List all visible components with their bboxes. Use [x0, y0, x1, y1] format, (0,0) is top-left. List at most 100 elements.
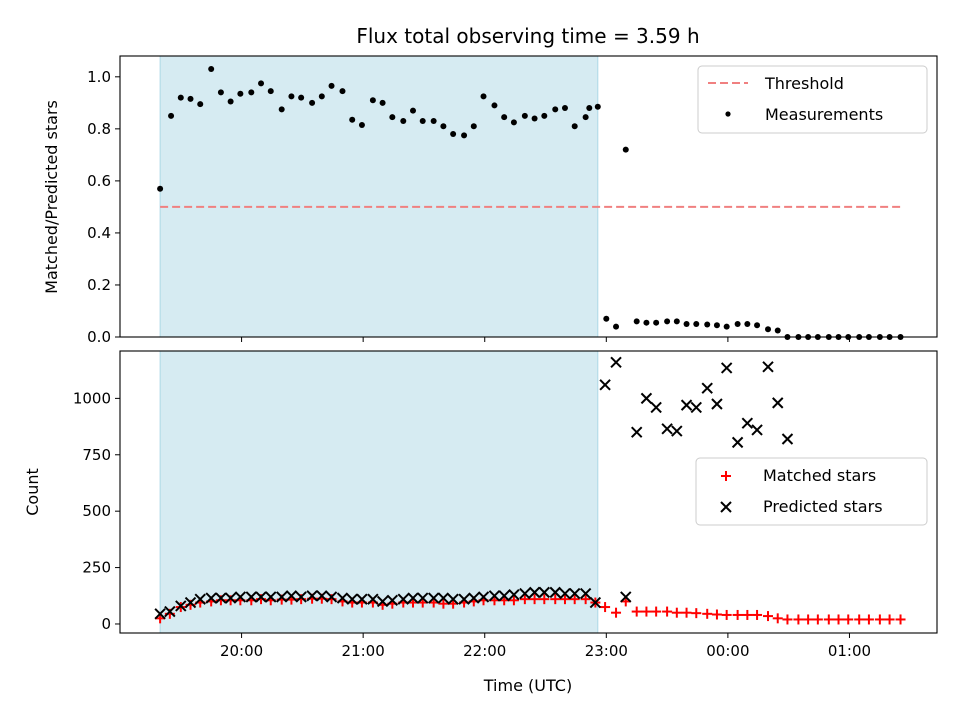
measurement-point: [541, 112, 548, 119]
matched-star-point: [519, 594, 530, 605]
bottom-legend-box: [695, 457, 928, 526]
predicted-star-point: [519, 587, 531, 600]
measurement-point: [586, 105, 593, 112]
measurement-point: [168, 112, 175, 119]
bottom-axes-frame: [119, 350, 938, 634]
measurement-point: [613, 323, 620, 330]
predicted-star-stroke-b: [579, 587, 592, 600]
matched-star-point: [884, 614, 895, 625]
matched-star-point: [559, 594, 570, 605]
matched-star-point: [641, 606, 652, 617]
matched-star-point: [580, 594, 591, 605]
predicted-star-stroke-b: [224, 592, 237, 604]
predicted-star-point: [306, 590, 318, 602]
predicted-star-point: [498, 590, 510, 602]
predicted-star-point: [671, 425, 683, 437]
matched-star-point: [793, 614, 804, 625]
matched-star-point: [702, 608, 713, 619]
matched-star-point: [721, 609, 732, 620]
predicted-star-stroke-b: [751, 424, 763, 436]
bottom-y-axis-label: Count: [23, 468, 42, 516]
measurement-point: [510, 119, 517, 126]
predicted-star-point: [245, 591, 258, 603]
predicted-star-point: [376, 595, 389, 608]
predicted-star-point: [285, 590, 298, 602]
matched-legend-label: Matched stars: [763, 466, 876, 485]
measurement-point: [552, 106, 559, 113]
predicted-star-point: [762, 361, 774, 373]
predicted-star-stroke-b: [367, 593, 379, 605]
predicted-star-stroke-b: [528, 586, 541, 599]
measurement-point: [582, 114, 589, 121]
predicted-star-point: [661, 423, 673, 435]
predicted-star-stroke-b: [255, 591, 267, 603]
predicted-star-point: [265, 591, 277, 603]
measurement-point: [419, 118, 426, 125]
predicted-star-stroke-b: [275, 591, 288, 603]
predicted-star-point: [336, 592, 349, 604]
measurement-point: [765, 326, 772, 333]
top-y-tick-label: 0.2: [87, 276, 111, 294]
matched-star-point: [843, 614, 854, 625]
measurement-point: [633, 318, 640, 325]
measurement-point: [461, 132, 468, 139]
matched-star-point: [651, 606, 662, 617]
predicted-star-point: [468, 592, 480, 604]
measurement-point: [664, 318, 671, 325]
predicted-star-stroke-b: [630, 426, 643, 438]
matched-star-point: [508, 595, 519, 606]
predicted-star-point: [397, 593, 409, 605]
predicted-star-point: [386, 594, 399, 606]
predicted-star-stroke-b: [194, 593, 206, 605]
predicted-star-stroke-b: [336, 592, 349, 604]
measurement-point: [339, 88, 346, 95]
predicted-star-stroke-b: [245, 591, 258, 603]
predicted-star-point: [589, 596, 602, 609]
predicted-star-point: [295, 591, 307, 603]
predicted-star-stroke-b: [671, 425, 683, 437]
predicted-star-point: [599, 379, 611, 391]
predicted-star-point: [772, 397, 784, 409]
matched-star-point: [539, 594, 550, 605]
predicted-star-stroke-b: [175, 600, 187, 612]
predicted-star-stroke-b: [356, 593, 368, 605]
measurement-point: [258, 80, 265, 87]
measurement-point: [491, 102, 498, 109]
measurement-point: [379, 99, 386, 106]
measurement-point: [410, 107, 417, 114]
predicted-legend-label: Predicted stars: [763, 497, 883, 516]
matched-star-point: [671, 607, 682, 618]
matched-star-point: [550, 594, 561, 605]
predicted-star-stroke-b: [508, 588, 520, 601]
measurement-point: [704, 321, 711, 328]
predicted-star-stroke-b: [184, 596, 197, 609]
predicted-star-stroke-b: [458, 593, 470, 605]
predicted-star-point: [538, 586, 551, 599]
measurement-point: [744, 320, 751, 327]
predicted-star-stroke-b: [376, 595, 389, 608]
measurement-point: [653, 319, 660, 326]
measurement-point: [197, 101, 204, 108]
bottom-y-tick-label: 500: [82, 502, 111, 520]
predicted-star-point: [427, 592, 440, 604]
top-y-axis-label: Matched/Predicted stars: [42, 100, 61, 294]
top-y-tick-label: 0.8: [87, 120, 111, 138]
predicted-star-stroke-b: [661, 423, 673, 435]
predicted-star-point: [184, 596, 197, 609]
measurement-point: [603, 315, 610, 322]
predicted-star-stroke-b: [386, 594, 399, 606]
predicted-star-stroke-b: [610, 356, 622, 368]
predicted-star-stroke-b: [650, 401, 662, 414]
predicted-star-stroke-b: [215, 592, 227, 604]
measurement-point: [501, 114, 508, 121]
chart-title: Flux total observing time = 3.59 h: [356, 24, 699, 48]
bottom-y-tick-label: 1000: [73, 389, 111, 407]
bottom-x-tick-label: 23:00: [585, 642, 628, 660]
predicted-star-stroke-b: [589, 596, 602, 609]
predicted-star-stroke-b: [701, 382, 713, 394]
predicted-star-point: [417, 592, 429, 604]
measurement-point: [187, 95, 194, 102]
measurement-point: [237, 90, 244, 97]
predicted-star-stroke-b: [762, 361, 774, 373]
